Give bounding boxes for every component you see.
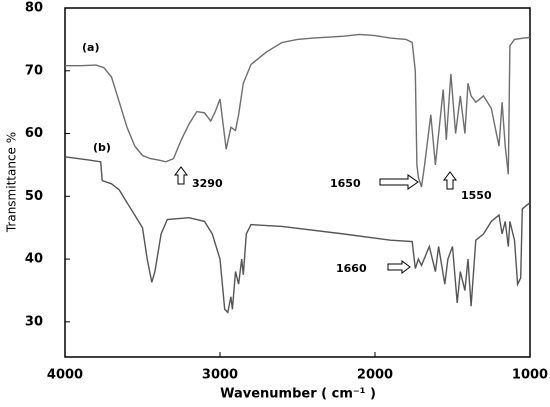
x-axis-label: Wavenumber ( cm⁻¹ ) <box>220 387 376 402</box>
spectrum-line <box>64 156 531 314</box>
y-tick-label: 30 <box>25 314 43 329</box>
arrow <box>387 260 411 274</box>
annotation: 1660 <box>336 262 367 275</box>
annotation: 3290 <box>192 177 223 190</box>
arrows <box>174 166 457 274</box>
x-tick-label: 3000 <box>202 368 238 383</box>
x-tick-label: 4000 <box>47 368 83 383</box>
annotation: 1550 <box>461 189 492 202</box>
annotation: (a) <box>82 41 99 54</box>
plot-frame <box>64 7 531 358</box>
spectrum-line <box>65 33 531 188</box>
y-tick-label: 70 <box>25 63 43 78</box>
annotation: 1650 <box>330 177 361 190</box>
x-tick-label: 1000 <box>512 368 548 383</box>
y-tick-label: 80 <box>25 1 43 16</box>
y-tick-label: 50 <box>25 189 43 204</box>
arrow <box>174 166 188 185</box>
arrow <box>379 174 419 190</box>
annotation: (b) <box>93 141 111 154</box>
y-tick-label: 40 <box>25 252 43 267</box>
x-tick-label: 2000 <box>357 368 393 383</box>
arrow <box>443 171 457 190</box>
y-tick-label: 60 <box>25 126 43 141</box>
y-axis-label: Transmittance % <box>5 132 19 233</box>
